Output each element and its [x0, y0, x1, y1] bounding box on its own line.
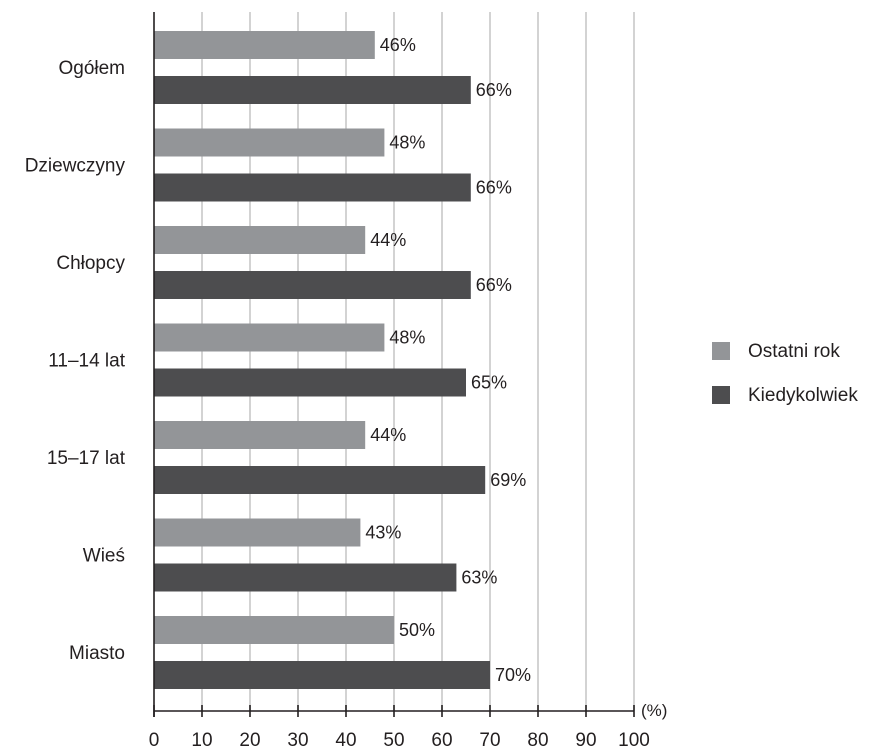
axes — [153, 12, 635, 717]
x-tick-label-70: 70 — [479, 730, 500, 751]
category-label-5: Wieś — [83, 546, 125, 567]
data-label-1-1: 66% — [476, 178, 512, 198]
data-label-0-1: 48% — [389, 133, 425, 153]
legend: Ostatni rok Kiedykolwiek — [712, 341, 858, 406]
data-label-0-4: 44% — [370, 425, 406, 445]
x-tick-label-50: 50 — [383, 730, 404, 751]
category-label-4: 15–17 lat — [47, 448, 126, 469]
bar-ostatni-rok-2 — [154, 226, 366, 254]
bars — [154, 31, 490, 689]
data-label-1-5: 63% — [461, 568, 497, 588]
data-label-1-4: 69% — [490, 470, 526, 490]
data-label-0-0: 46% — [380, 35, 416, 55]
bar-ostatni-rok-5 — [154, 518, 361, 547]
category-label-1: Dziewczyny — [25, 156, 126, 177]
x-tick-label-80: 80 — [527, 730, 548, 751]
category-label-2: Chłopcy — [56, 253, 125, 274]
data-label-0-6: 50% — [399, 620, 435, 640]
category-label-6: Miasto — [69, 643, 125, 664]
x-axis-unit-label: (%) — [641, 701, 667, 720]
bar-ostatni-rok-4 — [154, 421, 366, 449]
data-label-0-5: 43% — [365, 523, 401, 543]
bar-kiedykolwiek-6 — [154, 661, 490, 689]
bar-kiedykolwiek-0 — [154, 76, 471, 104]
x-tick-label-100: 100 — [618, 730, 650, 751]
bar-ostatni-rok-3 — [154, 323, 385, 352]
x-tick-label-30: 30 — [287, 730, 308, 751]
bar-ostatni-rok-0 — [154, 31, 375, 59]
x-tick-label-90: 90 — [575, 730, 596, 751]
category-label-0: Ogółem — [58, 58, 125, 79]
bar-kiedykolwiek-4 — [154, 466, 486, 494]
data-label-0-3: 48% — [389, 328, 425, 348]
x-tick-label-40: 40 — [335, 730, 356, 751]
bar-kiedykolwiek-1 — [154, 173, 471, 202]
x-tick-label-60: 60 — [431, 730, 452, 751]
data-label-1-3: 65% — [471, 373, 507, 393]
bar-kiedykolwiek-3 — [154, 368, 466, 397]
x-tick-label-10: 10 — [191, 730, 212, 751]
legend-swatch-1 — [712, 386, 730, 404]
x-tick-label-20: 20 — [239, 730, 260, 751]
legend-swatch-0 — [712, 342, 730, 360]
bar-kiedykolwiek-2 — [154, 271, 471, 299]
category-label-3: 11–14 lat — [48, 351, 125, 372]
bar-kiedykolwiek-5 — [154, 563, 457, 592]
bar-ostatni-rok-1 — [154, 128, 385, 157]
x-tick-label-0: 0 — [149, 730, 160, 751]
legend-label-1: Kiedykolwiek — [748, 385, 858, 406]
data-label-1-0: 66% — [476, 80, 512, 100]
gridlines — [201, 12, 635, 711]
labels: 46% 66% Ogółem 48% 66% Dziewczyny 44% 66% Chłopc… — [25, 35, 668, 751]
data-label-1-2: 66% — [476, 275, 512, 295]
bar-ostatni-rok-6 — [154, 616, 394, 644]
data-label-1-6: 70% — [495, 665, 531, 685]
data-label-0-2: 44% — [370, 230, 406, 250]
legend-label-0: Ostatni rok — [748, 341, 840, 362]
